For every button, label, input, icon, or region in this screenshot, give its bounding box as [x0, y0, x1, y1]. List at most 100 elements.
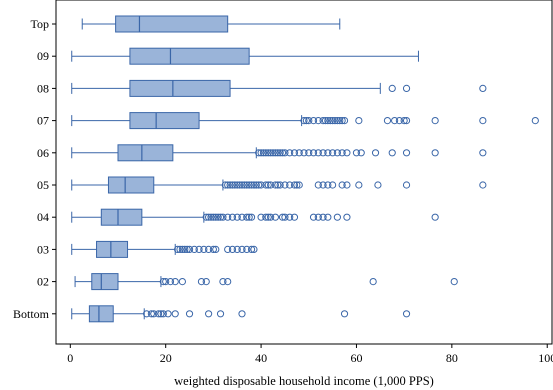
- outlier-point: [171, 310, 179, 318]
- outlier-point: [321, 117, 330, 125]
- outlier-point: [309, 117, 318, 125]
- outlier-point: [228, 181, 237, 189]
- box-group: [71, 144, 487, 162]
- outlier-point: [221, 181, 229, 189]
- iqr-box: [117, 144, 174, 162]
- outlier-point: [274, 181, 282, 189]
- outlier-point: [214, 213, 222, 221]
- y-axis: Top 09 08 07 06 05 04 03 02 Bottom: [13, 17, 56, 321]
- outlier-point: [245, 181, 253, 189]
- outlier-point: [383, 117, 392, 125]
- outlier-point: [238, 310, 246, 318]
- outlier-point: [228, 213, 237, 221]
- outlier-point: [178, 278, 186, 286]
- outlier-point: [243, 181, 251, 189]
- y-tick-label: 04: [37, 210, 49, 224]
- outlier-point: [271, 181, 279, 189]
- outlier-point: [340, 310, 349, 318]
- outlier-point: [281, 181, 289, 189]
- outlier-point: [333, 117, 341, 125]
- y-tick-label: 06: [37, 146, 49, 160]
- outlier-point: [150, 310, 158, 318]
- outlier-point: [290, 181, 299, 189]
- outlier-point: [271, 149, 279, 157]
- outlier-point: [402, 84, 411, 93]
- outlier-point: [338, 181, 346, 189]
- outlier-point: [314, 117, 322, 125]
- outlier-point: [343, 213, 351, 221]
- outlier-point: [336, 117, 344, 125]
- iqr-box: [107, 176, 155, 194]
- outlier-point: [300, 149, 308, 157]
- outlier-point: [391, 117, 399, 125]
- outlier-point: [238, 245, 246, 253]
- outlier-point: [293, 181, 301, 189]
- outlier-point: [202, 278, 210, 286]
- outlier-point: [255, 149, 263, 157]
- iqr-box: [115, 15, 229, 33]
- outlier-point: [147, 310, 155, 318]
- outlier-point: [157, 310, 165, 318]
- outlier-point: [295, 149, 303, 157]
- outlier-point: [331, 117, 339, 125]
- outlier-point: [333, 149, 341, 157]
- outlier-point: [162, 278, 170, 286]
- outlier-point: [355, 181, 363, 189]
- outlier-point: [479, 117, 487, 125]
- outlier-point: [264, 181, 272, 189]
- outlier-point: [290, 149, 299, 157]
- outlier-point: [171, 278, 179, 286]
- outlier-point: [233, 245, 241, 253]
- outlier-point: [195, 245, 203, 253]
- outlier-point: [402, 181, 411, 189]
- outlier-point: [479, 149, 487, 157]
- outlier-point: [212, 213, 220, 221]
- outlier-point: [219, 278, 227, 286]
- outlier-point: [309, 213, 318, 221]
- outlier-point: [224, 213, 232, 221]
- outlier-point: [159, 278, 167, 286]
- outlier-point: [329, 149, 337, 157]
- outlier-point: [324, 149, 332, 157]
- y-tick-label: 02: [37, 275, 49, 289]
- y-tick-label: Bottom: [13, 307, 50, 321]
- outlier-point: [226, 181, 234, 189]
- outlier-point: [267, 149, 275, 157]
- outlier-point: [224, 181, 232, 189]
- outlier-point: [143, 310, 151, 318]
- box-group: [71, 47, 419, 65]
- outlier-point: [276, 149, 284, 157]
- box-group: [71, 208, 439, 226]
- y-tick-label: 05: [37, 178, 49, 192]
- outlier-point: [219, 213, 227, 221]
- outlier-point: [326, 117, 334, 125]
- outlier-point: [166, 278, 175, 286]
- x-tick-label: 0: [67, 351, 73, 365]
- outlier-point: [257, 213, 265, 221]
- outlier-point: [181, 245, 189, 253]
- outlier-point: [271, 213, 279, 221]
- outlier-point: [205, 245, 213, 253]
- outlier-point: [202, 213, 210, 221]
- outlier-point: [333, 213, 341, 221]
- outlier-point: [343, 149, 351, 157]
- outlier-point: [205, 310, 213, 318]
- outlier-point: [352, 149, 361, 157]
- outlier-point: [276, 181, 284, 189]
- outlier-point: [388, 149, 396, 157]
- outlier-point: [174, 245, 182, 253]
- outlier-point: [238, 213, 246, 221]
- y-tick-label: 08: [37, 81, 49, 95]
- outlier-point: [286, 149, 294, 157]
- outlier-point: [431, 213, 439, 221]
- x-axis: 0 20 40 60 80 100: [67, 344, 553, 365]
- x-axis-title: weighted disposable household income (1,…: [174, 374, 434, 388]
- box-group: [71, 176, 487, 194]
- outlier-point: [278, 213, 287, 221]
- outlier-point: [300, 117, 308, 125]
- outlier-point: [159, 310, 167, 318]
- outlier-point: [374, 181, 382, 189]
- outlier-point: [329, 117, 337, 125]
- outlier-point: [262, 181, 270, 189]
- outlier-point: [281, 213, 289, 221]
